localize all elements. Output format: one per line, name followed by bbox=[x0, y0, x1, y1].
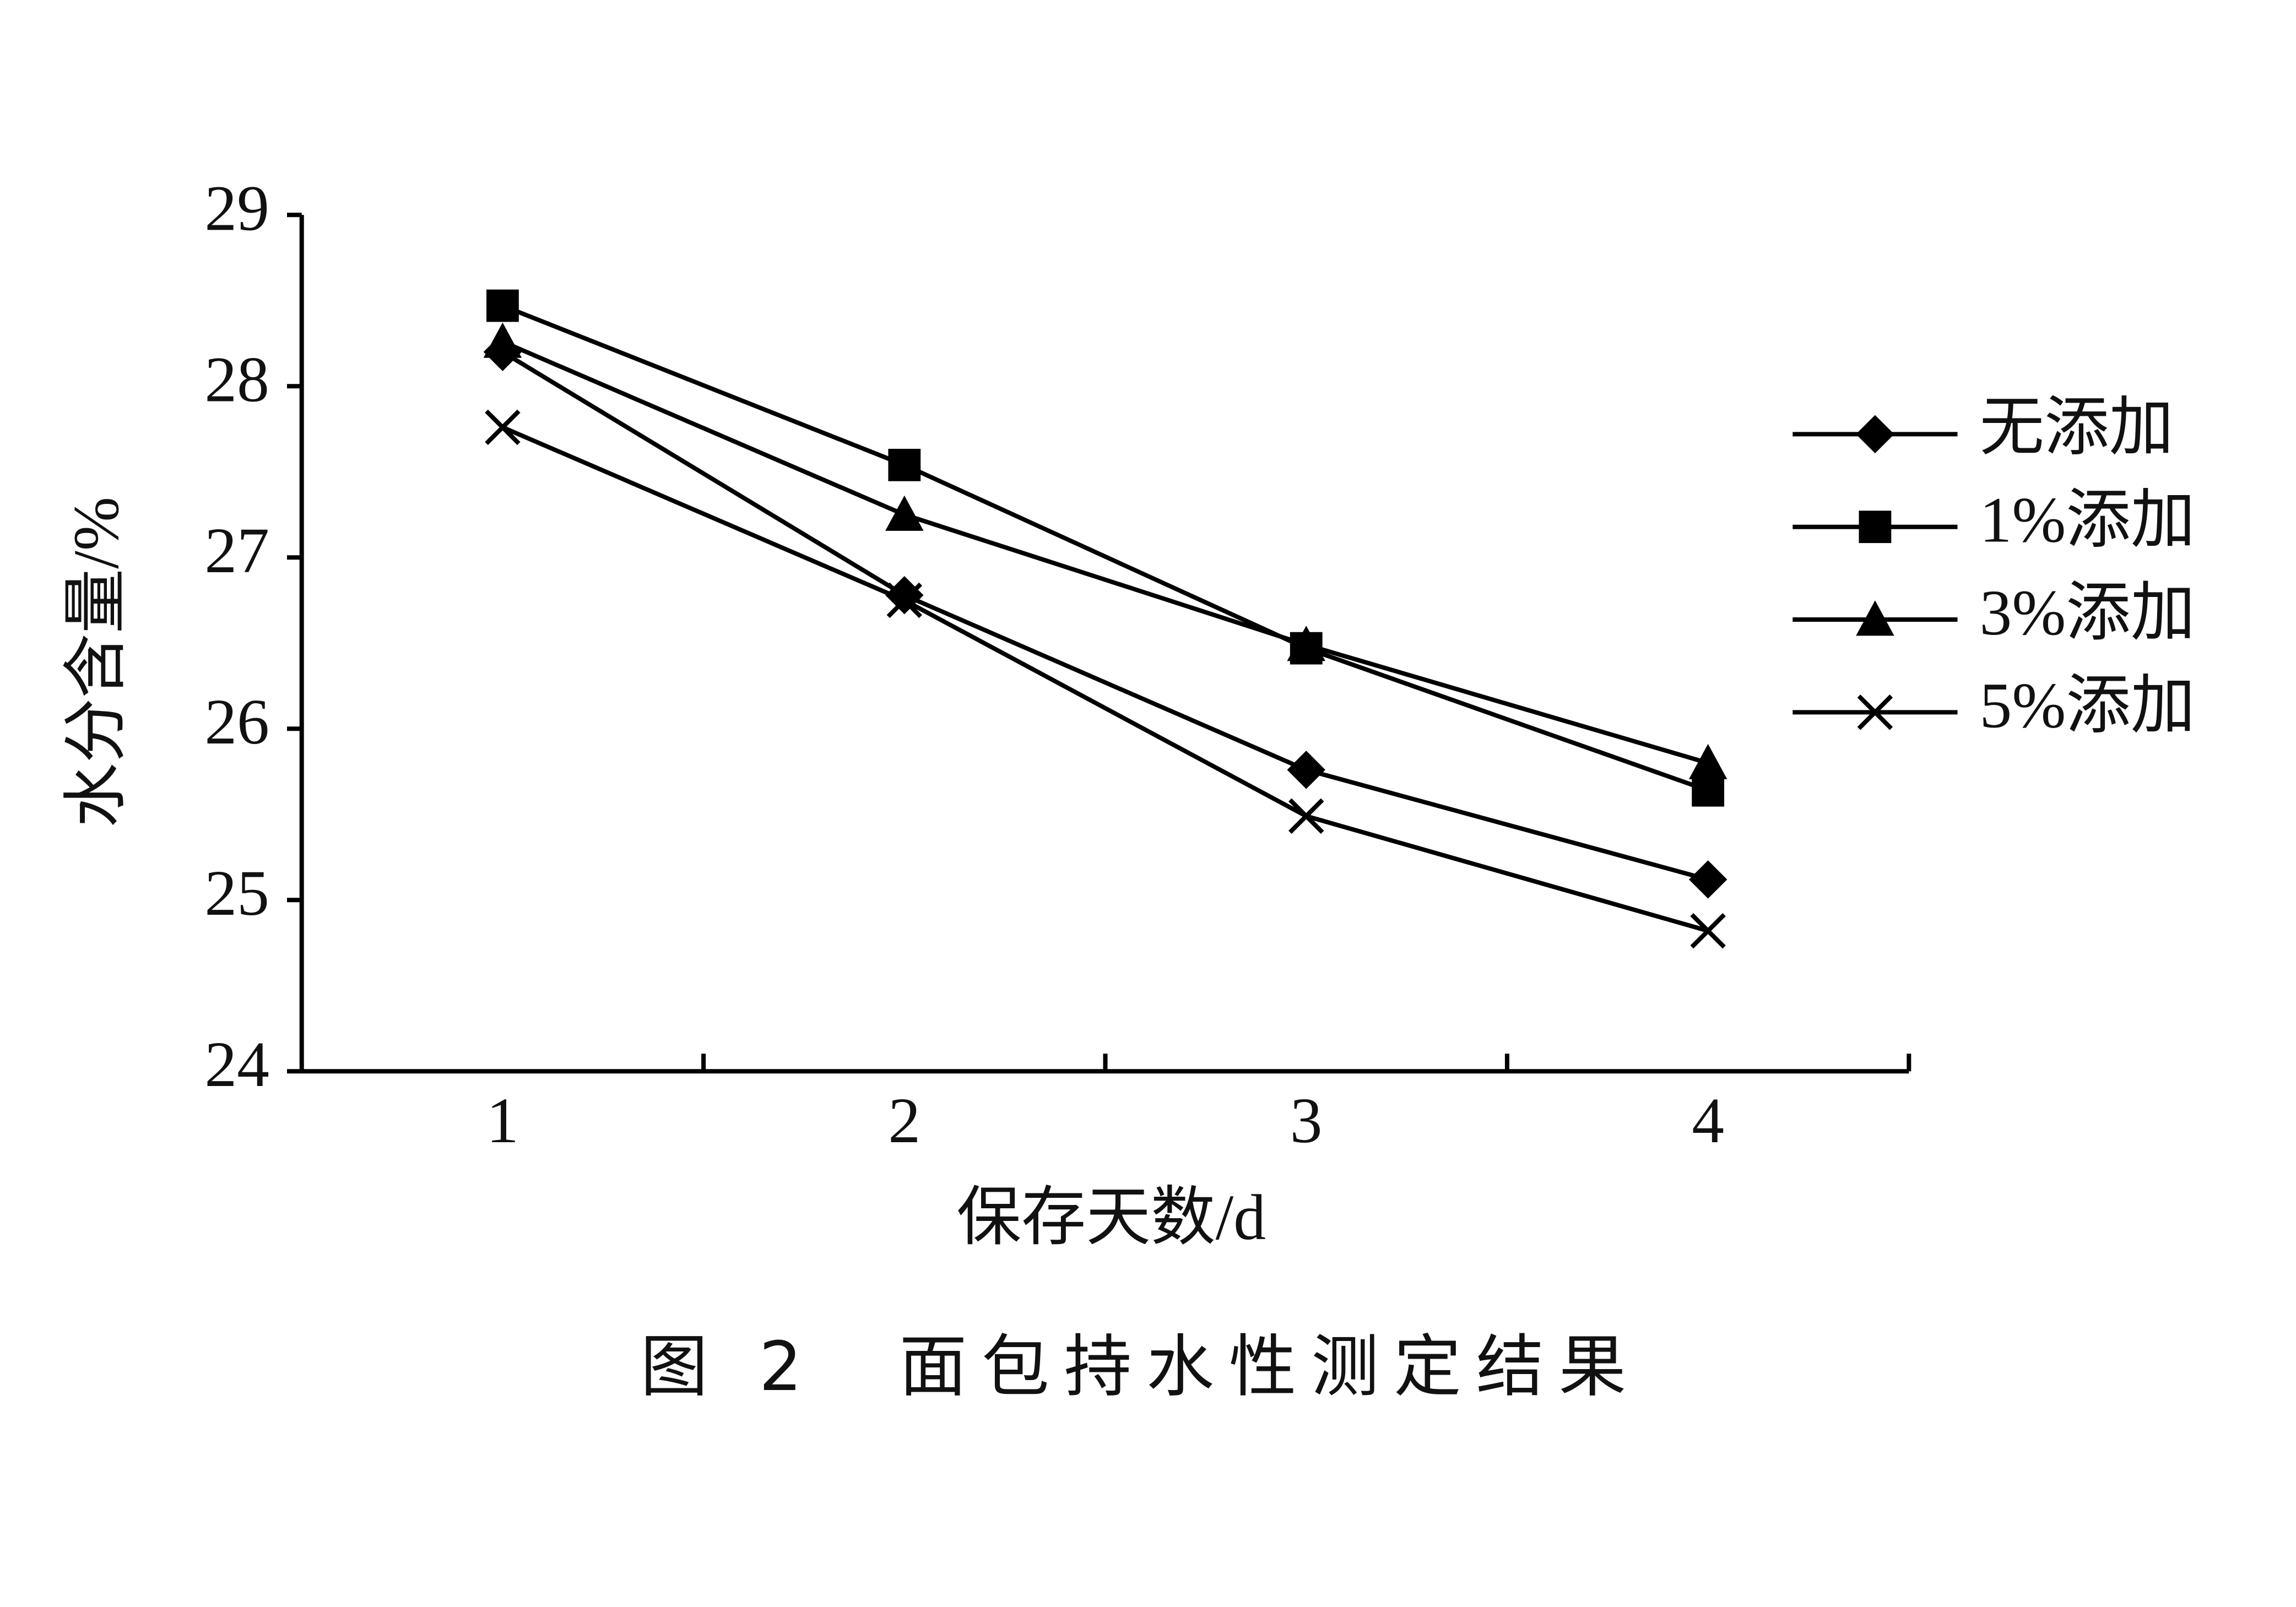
marker bbox=[1692, 774, 1725, 807]
caption: 图 2 面包持水性测定结果 bbox=[640, 1327, 1640, 1406]
series-line bbox=[501, 339, 1709, 766]
legend-marker bbox=[1856, 600, 1894, 636]
marker bbox=[1288, 798, 1324, 834]
marker bbox=[1287, 751, 1325, 789]
series-line bbox=[501, 425, 1709, 933]
x-tick-label: 2 bbox=[888, 1085, 920, 1157]
x-axis-label: 保存天数/d bbox=[956, 1182, 1266, 1253]
y-tick-label: 29 bbox=[204, 172, 269, 244]
marker bbox=[483, 322, 522, 358]
marker bbox=[1688, 743, 1728, 779]
legend-marker bbox=[1856, 415, 1894, 454]
y-tick-label: 27 bbox=[204, 515, 269, 587]
y-tick-label: 28 bbox=[204, 344, 269, 415]
series-line bbox=[501, 350, 1709, 882]
marker bbox=[1690, 913, 1726, 949]
y-tick-label: 24 bbox=[204, 1029, 269, 1100]
marker bbox=[886, 582, 923, 618]
y-axis-label: 水分含量/% bbox=[61, 497, 132, 828]
series-line bbox=[501, 303, 1709, 793]
marker bbox=[485, 409, 521, 446]
marker bbox=[1287, 626, 1325, 661]
legend-marker bbox=[1857, 694, 1893, 730]
marker bbox=[885, 495, 924, 531]
legend-label: 无添加 bbox=[1980, 392, 2174, 463]
marker bbox=[888, 448, 921, 481]
x-tick-label: 4 bbox=[1692, 1085, 1724, 1157]
legend-label: 5%添加 bbox=[1980, 670, 2196, 741]
x-tick-label: 3 bbox=[1290, 1085, 1323, 1157]
legend-label: 3%添加 bbox=[1980, 577, 2196, 649]
marker bbox=[486, 289, 519, 322]
y-tick-label: 25 bbox=[204, 857, 269, 929]
x-tick-label: 1 bbox=[486, 1085, 519, 1157]
legend-marker bbox=[1859, 511, 1892, 544]
legend-label: 1%添加 bbox=[1980, 485, 2196, 556]
y-tick-label: 26 bbox=[204, 686, 269, 758]
marker bbox=[1688, 860, 1728, 899]
